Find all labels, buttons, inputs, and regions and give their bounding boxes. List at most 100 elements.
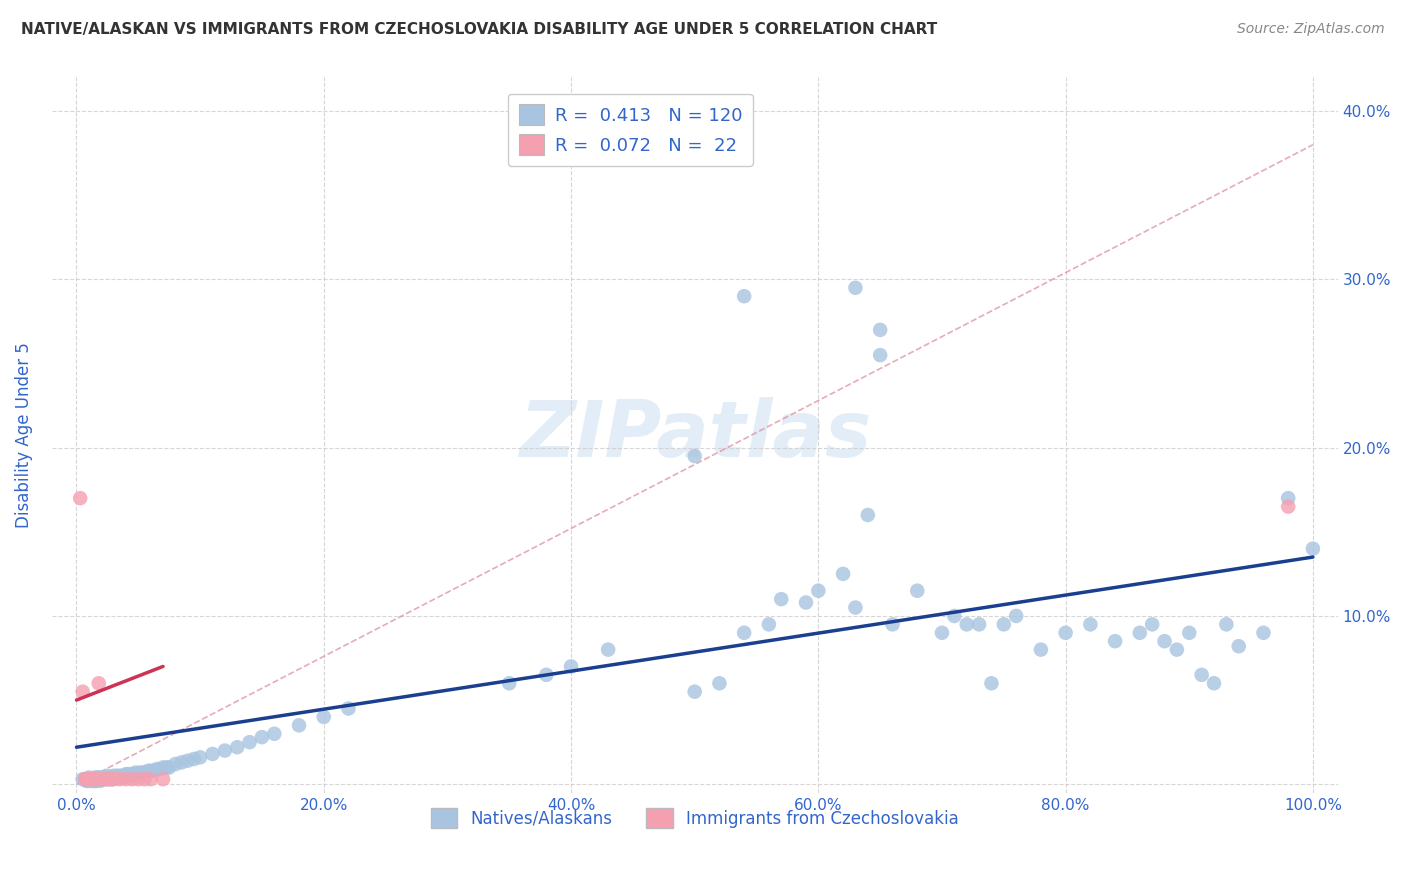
Point — [90, 772, 112, 787]
Point — [1166, 642, 1188, 657]
Point — [134, 765, 156, 780]
Point — [263, 727, 285, 741]
Point — [1277, 500, 1299, 514]
Point — [84, 773, 107, 788]
Point — [84, 773, 107, 788]
Point — [183, 752, 205, 766]
Point — [100, 771, 122, 785]
Point — [980, 676, 1002, 690]
Point — [77, 772, 100, 787]
Point — [84, 772, 107, 787]
Point — [758, 617, 780, 632]
Point — [170, 756, 193, 770]
Point — [1104, 634, 1126, 648]
Point — [93, 772, 115, 787]
Point — [93, 771, 115, 785]
Point — [79, 772, 101, 787]
Point — [931, 625, 953, 640]
Point — [115, 772, 138, 787]
Point — [96, 769, 118, 783]
Point — [146, 762, 169, 776]
Point — [1302, 541, 1324, 556]
Point — [82, 773, 104, 788]
Point — [96, 772, 118, 787]
Point — [1129, 625, 1152, 640]
Point — [598, 642, 620, 657]
Text: NATIVE/ALASKAN VS IMMIGRANTS FROM CZECHOSLOVAKIA DISABILITY AGE UNDER 5 CORRELAT: NATIVE/ALASKAN VS IMMIGRANTS FROM CZECHO… — [21, 22, 938, 37]
Point — [152, 760, 174, 774]
Point — [832, 566, 855, 581]
Point — [139, 764, 162, 778]
Point — [122, 769, 145, 783]
Point — [905, 583, 928, 598]
Point — [86, 771, 108, 785]
Point — [226, 740, 249, 755]
Point — [1005, 609, 1028, 624]
Point — [89, 772, 111, 787]
Point — [288, 718, 311, 732]
Point — [87, 772, 110, 787]
Point — [149, 762, 172, 776]
Point — [77, 771, 100, 785]
Point — [105, 771, 128, 785]
Point — [100, 772, 122, 787]
Point — [91, 772, 114, 787]
Point — [1227, 639, 1250, 653]
Point — [117, 767, 139, 781]
Point — [127, 767, 149, 781]
Point — [84, 772, 107, 787]
Text: ZIPatlas: ZIPatlas — [519, 397, 870, 473]
Point — [993, 617, 1015, 632]
Point — [75, 772, 97, 787]
Point — [69, 491, 91, 505]
Point — [83, 772, 105, 787]
Point — [956, 617, 979, 632]
Point — [165, 757, 187, 772]
Point — [108, 771, 131, 785]
Point — [90, 771, 112, 785]
Point — [1215, 617, 1237, 632]
Point — [105, 769, 128, 783]
Point — [337, 701, 360, 715]
Point — [188, 750, 211, 764]
Point — [1253, 625, 1275, 640]
Point — [134, 772, 156, 787]
Point — [96, 772, 118, 787]
Point — [108, 772, 131, 787]
Point — [89, 773, 111, 788]
Point — [709, 676, 731, 690]
Point — [94, 771, 117, 785]
Point — [80, 773, 103, 788]
Point — [1277, 491, 1299, 505]
Point — [115, 769, 138, 783]
Point — [177, 754, 200, 768]
Point — [75, 773, 97, 788]
Point — [87, 771, 110, 785]
Point — [157, 760, 180, 774]
Point — [75, 772, 97, 787]
Point — [111, 771, 134, 785]
Point — [560, 659, 582, 673]
Point — [869, 348, 891, 362]
Point — [107, 769, 129, 783]
Point — [1191, 668, 1213, 682]
Point — [77, 772, 100, 787]
Point — [683, 684, 706, 698]
Point — [856, 508, 879, 522]
Point — [733, 289, 755, 303]
Point — [683, 449, 706, 463]
Point — [136, 764, 159, 778]
Legend: Natives/Alaskans, Immigrants from Czechoslovakia: Natives/Alaskans, Immigrants from Czecho… — [425, 802, 966, 834]
Point — [312, 710, 335, 724]
Point — [72, 772, 94, 787]
Point — [84, 771, 107, 785]
Point — [967, 617, 990, 632]
Point — [794, 595, 817, 609]
Point — [201, 747, 224, 761]
Point — [142, 764, 165, 778]
Point — [93, 772, 115, 787]
Point — [498, 676, 520, 690]
Point — [103, 771, 125, 785]
Point — [1153, 634, 1175, 648]
Point — [1078, 617, 1101, 632]
